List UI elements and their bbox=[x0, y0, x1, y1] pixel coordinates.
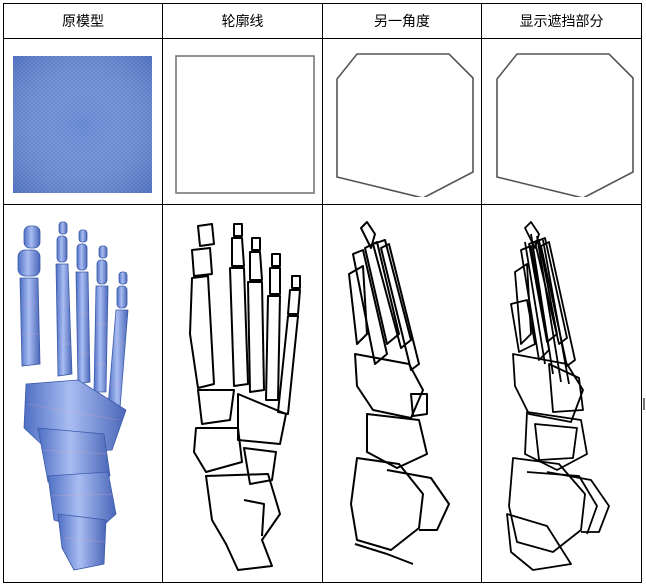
blue-square-model-icon bbox=[13, 55, 152, 193]
foot-skeleton-hidden-lines-icon bbox=[505, 220, 610, 571]
cube-hidden-cell bbox=[481, 38, 642, 205]
foot-model-cell bbox=[3, 204, 163, 583]
hexagon-outline-icon bbox=[336, 52, 474, 197]
foot-skeleton-model-icon bbox=[17, 221, 129, 570]
cube-angle-cell bbox=[322, 38, 482, 205]
foot-contour-cell bbox=[162, 204, 323, 583]
foot-skeleton-angle-icon bbox=[348, 220, 450, 565]
header-other-angle: 另一角度 bbox=[322, 3, 482, 39]
cube-contour-cell bbox=[162, 38, 323, 205]
comparison-table: 原模型 轮廓线 另一角度 显示遮挡部分 bbox=[3, 3, 642, 583]
square-outline-icon bbox=[174, 54, 315, 194]
foot-skeleton-contour-icon bbox=[188, 222, 301, 571]
foot-row bbox=[3, 204, 642, 583]
edge-mark bbox=[643, 398, 645, 410]
cube-model-cell bbox=[3, 38, 163, 205]
foot-hidden-cell bbox=[481, 204, 642, 583]
cube-row bbox=[3, 38, 642, 205]
header-contour: 轮廓线 bbox=[162, 3, 323, 39]
hexagon-outline-hidden-icon bbox=[495, 52, 634, 197]
foot-angle-cell bbox=[322, 204, 482, 583]
header-row: 原模型 轮廓线 另一角度 显示遮挡部分 bbox=[3, 3, 642, 39]
header-show-hidden: 显示遮挡部分 bbox=[481, 3, 642, 39]
header-original-model: 原模型 bbox=[3, 3, 163, 39]
